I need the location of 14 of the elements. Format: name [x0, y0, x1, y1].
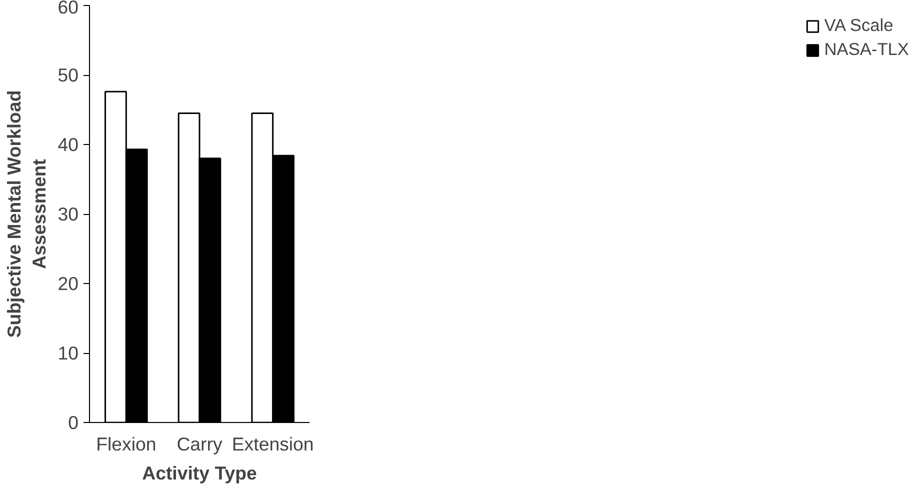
y-tick-label: 60 [58, 0, 79, 18]
y-tick-label: 0 [68, 412, 79, 433]
x-axis-title: Activity Type [142, 462, 257, 484]
x-tick-label: Carry [176, 434, 223, 454]
legend-label: NASA-TLX [824, 39, 909, 60]
y-tick-label: 20 [58, 273, 79, 294]
x-tick-label: Flexion [96, 434, 156, 454]
y-tick-label: 50 [58, 64, 79, 86]
legend-label: VA Scale [824, 15, 894, 36]
y-tick-label: 10 [58, 342, 79, 364]
y-tick-label: 30 [58, 204, 79, 224]
x-tick-label: Extension [232, 434, 314, 454]
y-tick-label: 40 [58, 134, 79, 155]
y-axis-title: Subjective Mental Workload Assessment [4, 90, 50, 338]
